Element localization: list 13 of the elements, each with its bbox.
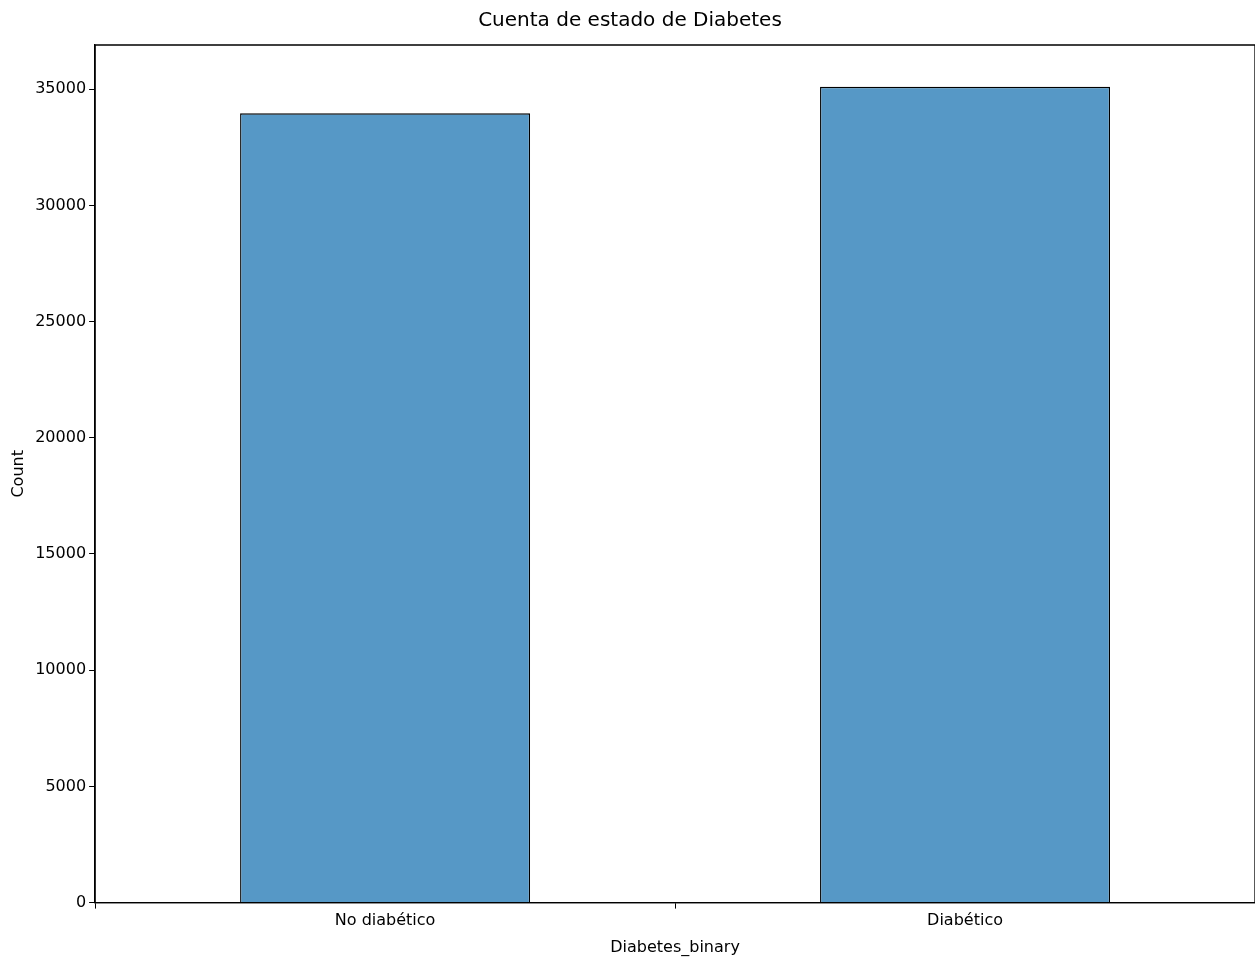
y-tick-label: 5000 [45,775,87,795]
y-tick-label: 0 [75,891,87,911]
y-tick-label: 10000 [35,659,87,679]
y-tick-label: 30000 [35,194,87,214]
y-tick-label: 35000 [35,78,87,98]
chart-title: Cuenta de estado de Diabetes [478,7,782,32]
x-tick-label: No diabético [334,910,436,930]
y-axis-title: Count [7,450,27,498]
y-tick-label: 15000 [35,543,87,563]
x-tick-label: Diabético [927,910,1003,930]
y-tick-label: 20000 [35,426,87,446]
y-tick-label: 25000 [35,310,87,330]
x-axis-title: Diabetes_binary [610,936,740,957]
